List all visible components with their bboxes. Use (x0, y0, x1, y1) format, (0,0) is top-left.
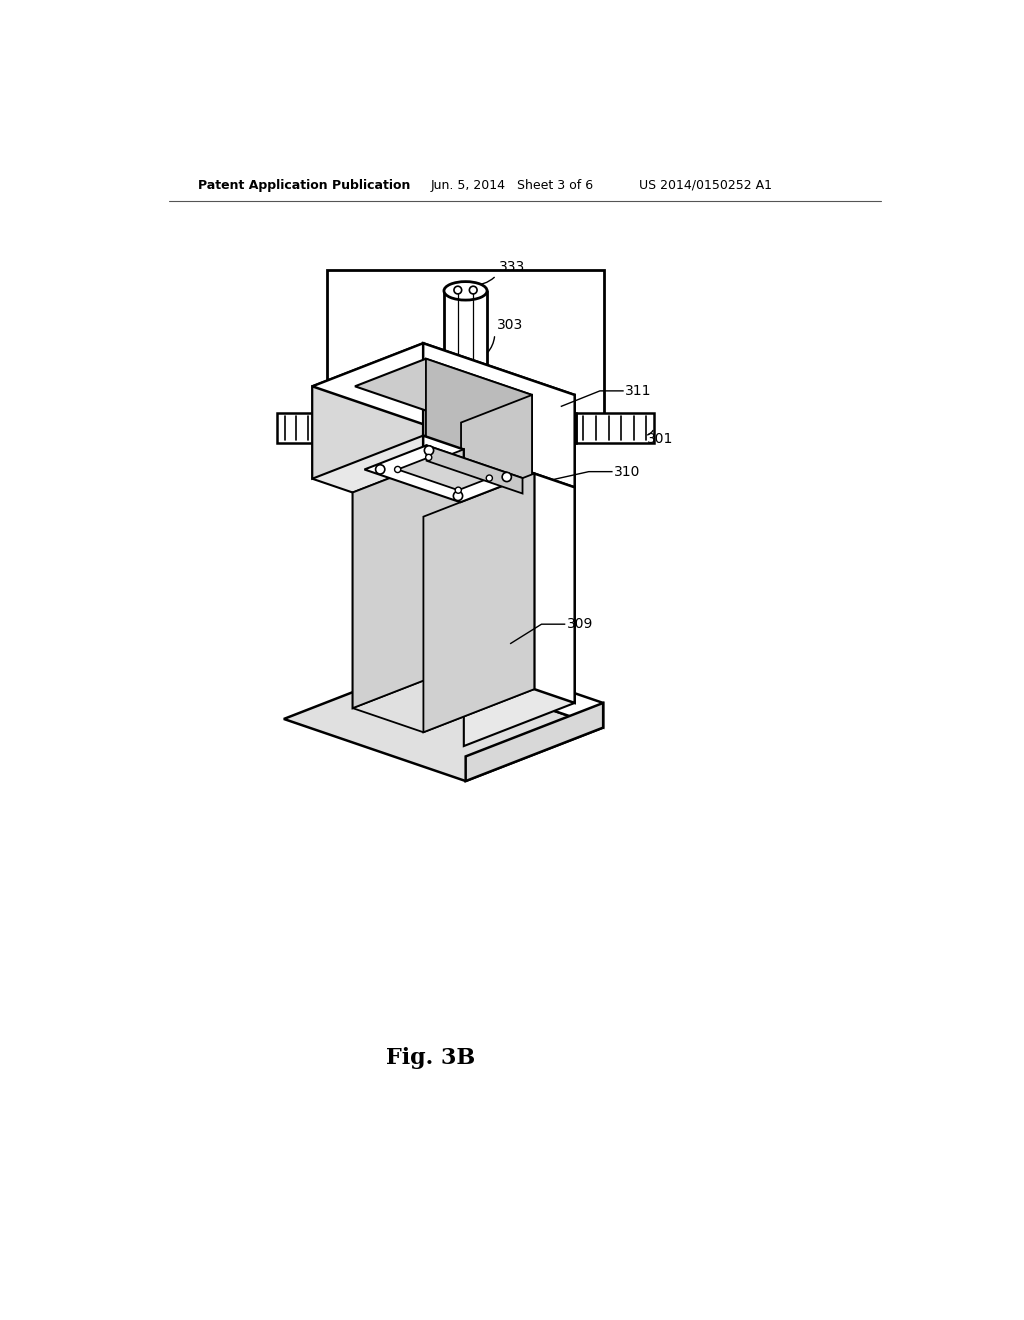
Circle shape (454, 286, 462, 294)
Bar (276, 413, 355, 444)
Text: Fig. 3A: Fig. 3A (422, 494, 509, 516)
Polygon shape (352, 449, 464, 708)
Polygon shape (397, 458, 489, 490)
Circle shape (486, 475, 493, 482)
Polygon shape (461, 395, 532, 512)
Polygon shape (284, 665, 603, 781)
Polygon shape (466, 704, 603, 781)
Ellipse shape (444, 281, 487, 300)
Bar (575, 413, 654, 444)
Polygon shape (421, 640, 603, 727)
Polygon shape (535, 474, 574, 704)
Text: 310: 310 (614, 465, 641, 479)
Text: 333: 333 (500, 260, 525, 275)
Circle shape (456, 487, 462, 494)
Circle shape (426, 454, 432, 461)
Circle shape (469, 286, 477, 294)
Polygon shape (426, 359, 532, 484)
Text: 309: 309 (567, 618, 593, 631)
Text: 311: 311 (626, 384, 652, 397)
Bar (327, 271, 604, 420)
Bar (416, 474, 515, 487)
Polygon shape (312, 387, 464, 531)
Text: 301: 301 (647, 433, 674, 446)
Circle shape (424, 446, 433, 455)
Text: Jun. 5, 2014   Sheet 3 of 6: Jun. 5, 2014 Sheet 3 of 6 (431, 178, 594, 191)
Circle shape (376, 465, 385, 474)
Text: US 2014/0150252 A1: US 2014/0150252 A1 (639, 178, 772, 191)
Bar (355, 413, 575, 444)
Polygon shape (423, 474, 535, 733)
Circle shape (454, 491, 463, 500)
Bar (429, 444, 502, 474)
Polygon shape (464, 395, 574, 531)
Circle shape (394, 466, 400, 473)
Polygon shape (312, 343, 574, 438)
Polygon shape (312, 343, 423, 479)
Polygon shape (464, 487, 574, 746)
Text: Fig. 3B: Fig. 3B (386, 1047, 475, 1069)
Polygon shape (352, 449, 464, 708)
Circle shape (502, 473, 511, 482)
Text: 303: 303 (497, 318, 523, 333)
Polygon shape (352, 665, 535, 733)
Polygon shape (427, 445, 522, 494)
Polygon shape (365, 445, 522, 502)
Text: Patent Application Publication: Patent Application Publication (199, 178, 411, 191)
Ellipse shape (444, 413, 487, 434)
Polygon shape (423, 436, 464, 665)
Polygon shape (355, 359, 532, 422)
Polygon shape (423, 343, 574, 487)
